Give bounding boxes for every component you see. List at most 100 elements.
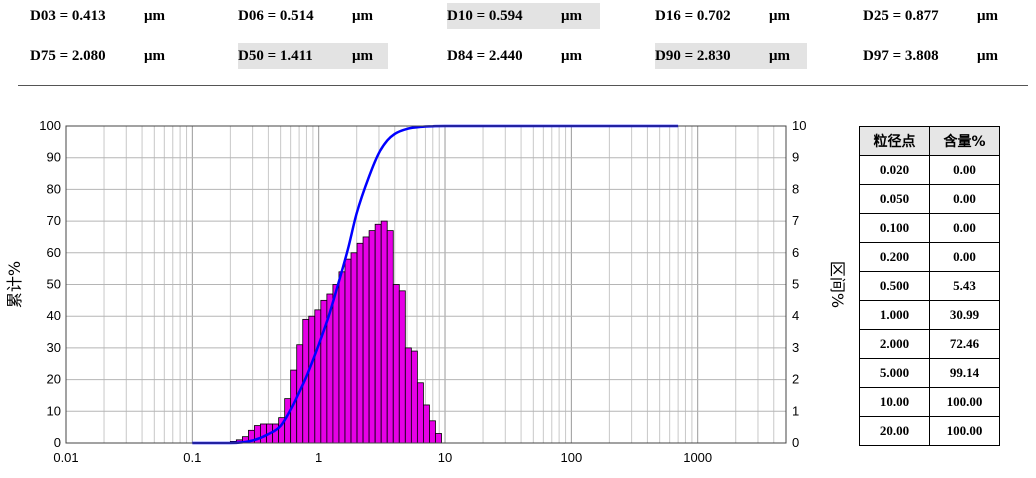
stat-item: D90 = 2.830 μm xyxy=(655,43,807,69)
y-tick-label-left: 10 xyxy=(47,403,61,418)
table-row: 10.00 100.00 xyxy=(859,387,1000,417)
y-tick-label-right: 5 xyxy=(792,277,799,292)
stat-label: D97 = 3.808 xyxy=(863,48,939,64)
stat-label: D90 = 2.830 xyxy=(655,48,731,64)
stat-item: D16 = 0.702 μm xyxy=(655,3,807,29)
x-tick-label: 0.01 xyxy=(53,450,78,465)
y-tick-label-left: 30 xyxy=(47,340,61,355)
interval-bar xyxy=(332,284,340,444)
x-tick-label: 100 xyxy=(561,450,583,465)
stat-unit: μm xyxy=(561,48,582,64)
table-row: 5.000 99.14 xyxy=(859,358,1000,388)
y-tick-label-left: 0 xyxy=(54,435,61,450)
content-cell: 100.00 xyxy=(929,416,1000,446)
interval-bar xyxy=(356,242,364,444)
content-cell: 5.43 xyxy=(929,271,1000,301)
interval-bar xyxy=(338,271,346,444)
x-tick-label: 1 xyxy=(315,450,322,465)
interval-bars xyxy=(229,220,442,444)
content-cell: 100.00 xyxy=(929,387,1000,417)
table-row: 0.100 0.00 xyxy=(859,213,1000,243)
stat-label: D03 = 0.413 xyxy=(30,8,106,24)
stat-unit: μm xyxy=(769,8,790,24)
y-tick-label-right: 3 xyxy=(792,340,799,355)
stat-label: D84 = 2.440 xyxy=(447,48,523,64)
size-cell: 2.000 xyxy=(859,329,930,359)
interval-bar xyxy=(423,404,430,444)
interval-bar xyxy=(398,290,406,444)
interval-bar xyxy=(435,433,442,444)
y-tick-label-right: 0 xyxy=(792,435,799,450)
interval-bar xyxy=(362,236,370,444)
content-cell: 0.00 xyxy=(929,213,1000,243)
interval-bar xyxy=(392,284,400,444)
stat-item: D06 = 0.514 μm xyxy=(238,3,388,29)
y-tick-label-left: 90 xyxy=(47,150,61,165)
y-tick-label-right: 2 xyxy=(792,372,799,387)
table-row: 20.00 100.00 xyxy=(859,416,1000,446)
divider-line xyxy=(18,85,1028,86)
table-row: 2.000 72.46 xyxy=(859,329,1000,359)
interval-bar xyxy=(272,423,280,444)
plot-border xyxy=(65,125,787,444)
table-row: 1.000 30.99 xyxy=(859,300,1000,330)
stat-item: D03 = 0.413 μm xyxy=(30,3,180,29)
y-tick-label-left: 20 xyxy=(47,372,61,387)
size-cell: 1.000 xyxy=(859,300,930,330)
stat-item: D97 = 3.808 μm xyxy=(863,43,1013,69)
interval-bar xyxy=(350,252,358,444)
stat-label: D25 = 0.877 xyxy=(863,8,939,24)
y-tick-label-left: 60 xyxy=(47,245,61,260)
y-tick-label-left: 50 xyxy=(47,277,61,292)
size-cell: 5.000 xyxy=(859,358,930,388)
stat-item: D84 = 2.440 μm xyxy=(447,43,600,69)
y-axis-label-left: 累计% xyxy=(5,261,24,308)
x-tick-label: 10 xyxy=(438,450,452,465)
column-header-size: 粒径点 xyxy=(859,126,930,156)
y-tick-label-left: 40 xyxy=(47,308,61,323)
interval-bar xyxy=(344,258,352,444)
size-cell: 0.100 xyxy=(859,213,930,243)
size-cell: 0.500 xyxy=(859,271,930,301)
particle-size-chart: 0 10 20 30 40 50 60 70 80 90 100 0 1 2 3 4 5 6 7 8 9 10 0.01… xyxy=(5,118,847,465)
y-tick-label-right: 7 xyxy=(792,213,799,228)
y-axis-label-right: 区间% xyxy=(828,261,847,308)
interval-bar xyxy=(314,309,322,444)
stat-item: D10 = 0.594 μm xyxy=(447,3,600,29)
y-tick-label-left: 70 xyxy=(47,213,61,228)
interval-bar xyxy=(308,315,316,444)
content-cell: 30.99 xyxy=(929,300,1000,330)
right-axis-ticks: 0 1 2 3 4 5 6 7 8 9 10 xyxy=(792,118,806,450)
interval-bar xyxy=(386,230,394,444)
content-cell: 72.46 xyxy=(929,329,1000,359)
content-cell: 99.14 xyxy=(929,358,1000,388)
y-tick-label-left: 100 xyxy=(39,118,61,133)
stat-item: D25 = 0.877 μm xyxy=(863,3,1013,29)
y-tick-label-right: 10 xyxy=(792,118,806,133)
interval-bar xyxy=(416,382,424,444)
interval-bar xyxy=(368,230,376,444)
stat-label: D10 = 0.594 xyxy=(447,8,523,24)
size-cell: 0.200 xyxy=(859,242,930,272)
stat-unit: μm xyxy=(352,8,373,24)
y-tick-label-right: 8 xyxy=(792,181,799,196)
table-row: 0.200 0.00 xyxy=(859,242,1000,272)
stat-item: D75 = 2.080 μm xyxy=(30,43,180,69)
interval-bar xyxy=(410,350,418,444)
table-header-row: 粒径点 含量% xyxy=(859,126,1000,156)
stat-label: D50 = 1.411 xyxy=(238,48,313,64)
size-cell: 0.050 xyxy=(859,184,930,214)
size-cell: 0.020 xyxy=(859,155,930,185)
stat-unit: μm xyxy=(561,8,582,24)
content-cell: 0.00 xyxy=(929,184,1000,214)
y-tick-label-left: 80 xyxy=(47,181,61,196)
chart-grid xyxy=(65,126,787,443)
y-tick-label-right: 4 xyxy=(792,308,799,323)
x-tick-label: 1000 xyxy=(683,450,712,465)
stat-item: D50 = 1.411 μm xyxy=(238,43,388,69)
left-axis-ticks: 0 10 20 30 40 50 60 70 80 90 100 xyxy=(39,118,61,450)
table-row: 0.020 0.00 xyxy=(859,155,1000,185)
y-tick-label-right: 1 xyxy=(792,403,799,418)
table-row: 0.500 5.43 xyxy=(859,271,1000,301)
table-row: 0.050 0.00 xyxy=(859,184,1000,214)
